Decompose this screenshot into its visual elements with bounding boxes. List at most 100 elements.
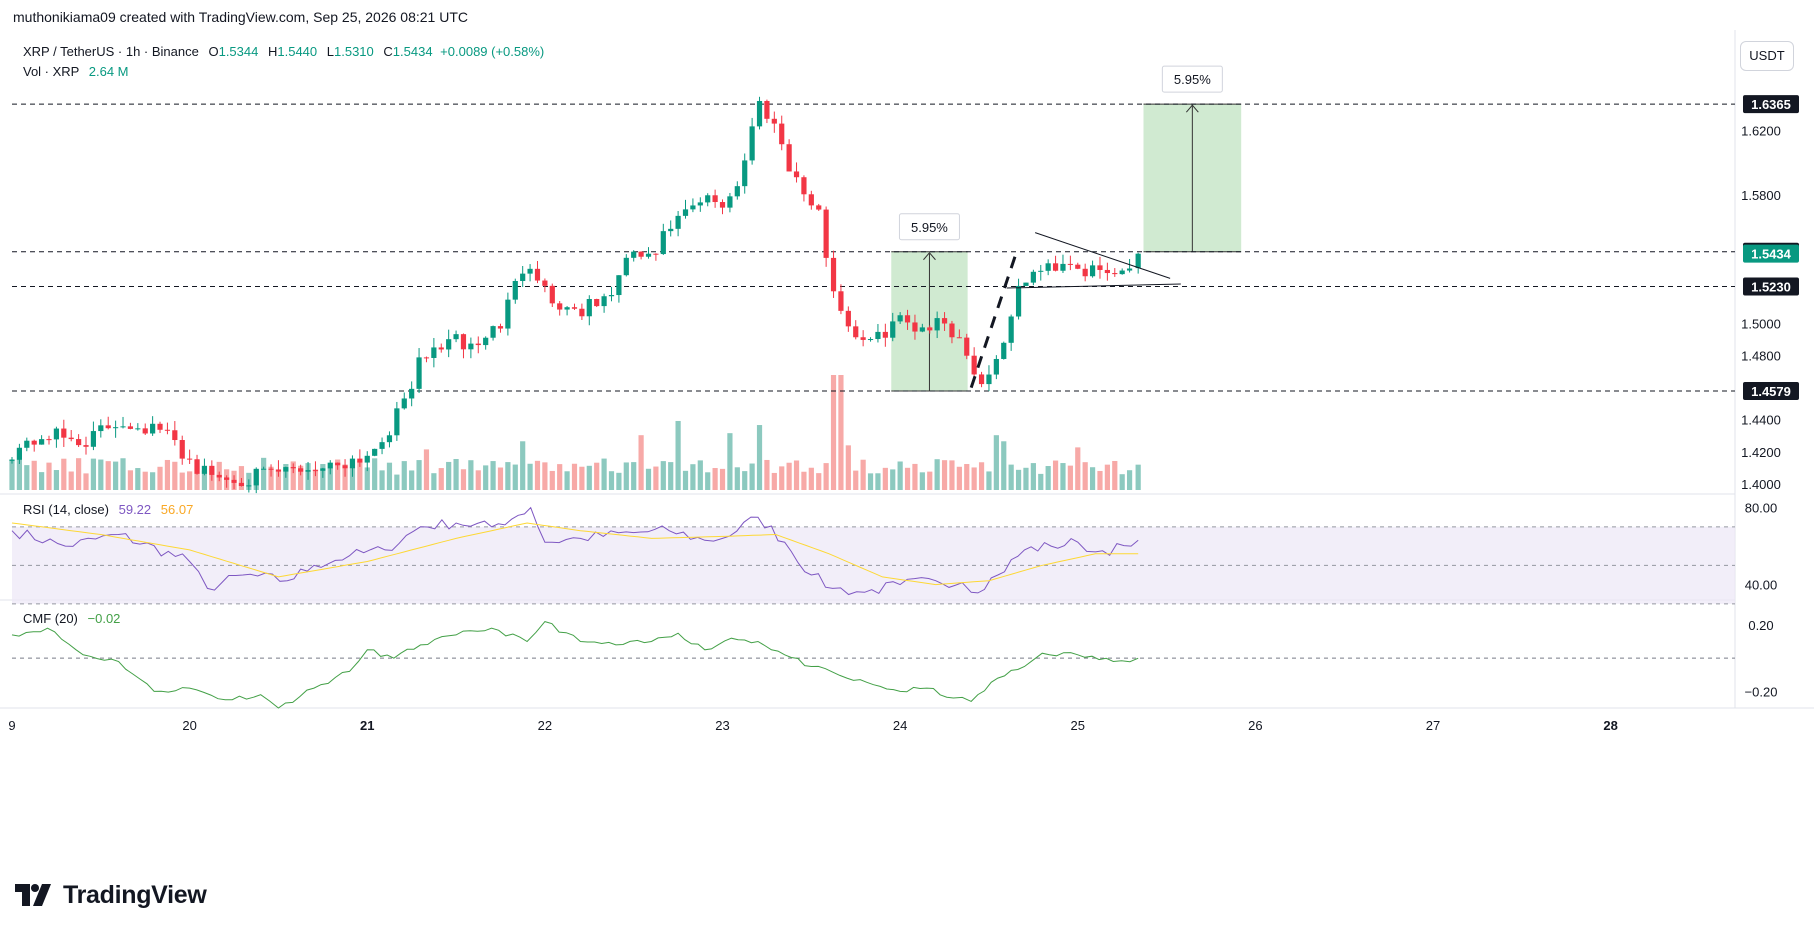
volume-bar <box>823 463 829 490</box>
candle-body <box>298 468 304 472</box>
rsi-legend[interactable]: RSI (14, close) 59.22 56.07 <box>23 502 193 517</box>
candle-body <box>187 458 193 460</box>
candle-body <box>357 458 363 463</box>
candle-body <box>860 337 866 340</box>
price-tick-label: 1.5000 <box>1741 316 1781 331</box>
price-axis[interactable]: 1.6200 1.5800 1.5000 1.4800 1.4400 1.4200 1.40… <box>1741 95 1799 699</box>
volume-bar <box>172 461 178 490</box>
volume-bar <box>1097 470 1103 490</box>
volume-bars <box>9 375 1141 490</box>
volume-bar <box>904 467 911 490</box>
volume-bar <box>668 462 674 490</box>
candle-body <box>394 408 400 436</box>
candle-body <box>372 448 378 456</box>
price-tick-label: 1.4800 <box>1741 348 1781 363</box>
candle-body <box>779 123 785 145</box>
volume-bar <box>275 470 282 490</box>
candle-body <box>1097 265 1103 270</box>
volume-legend[interactable]: Vol · XRP 2.64 M <box>23 64 129 79</box>
volume-bar <box>949 460 955 490</box>
volume-bar <box>68 471 74 490</box>
volume-bar <box>1015 469 1022 490</box>
rsi-name: RSI (14, close) <box>23 502 109 517</box>
volume-bar <box>453 458 459 490</box>
measure-label: 5.95% <box>898 213 960 241</box>
candle-body <box>971 355 977 375</box>
measure-boxes[interactable]: 5.95% 5.95% <box>891 65 1242 392</box>
trendline[interactable] <box>1006 283 1181 289</box>
trendline-drawings[interactable] <box>969 232 1181 389</box>
time-tick-label: 28 <box>1603 718 1617 733</box>
rsi-value: 59.22 <box>118 502 152 517</box>
volume-bar <box>534 460 541 490</box>
volume-bar <box>793 460 800 490</box>
volume-bar <box>483 465 489 490</box>
volume-bar <box>845 445 851 490</box>
symbol-name[interactable]: XRP / TetherUS · 1h · Binance <box>23 44 199 59</box>
volume-bar <box>816 473 822 490</box>
candle-body <box>409 388 415 399</box>
trendline[interactable] <box>969 249 1019 389</box>
time-axis[interactable]: 9 20 21 22 23 24 25 26 27 28 <box>8 718 1618 733</box>
candle-body <box>157 423 163 430</box>
candle-body <box>1104 269 1110 274</box>
candle-body <box>890 321 896 338</box>
candle-body <box>46 439 52 441</box>
candle-body <box>742 160 748 187</box>
volume-bar <box>142 471 148 490</box>
candle-body <box>290 467 296 469</box>
candle-body <box>224 477 230 480</box>
cmf-tick-label: 0.20 <box>1748 618 1773 633</box>
candle-body <box>586 299 592 317</box>
candle-body <box>1008 316 1014 343</box>
symbol-legend[interactable]: XRP / TetherUS · 1h · Binance O1.5344 H1… <box>23 44 544 59</box>
cmf-legend[interactable]: CMF (20) −0.02 <box>23 611 120 626</box>
candle-body <box>897 315 903 322</box>
candle-body <box>771 118 777 124</box>
cmf-tick-label: −0.20 <box>1745 684 1778 699</box>
candle-body <box>1119 270 1125 275</box>
candle-body <box>719 202 726 208</box>
candle-body <box>823 209 829 258</box>
volume-bar <box>327 467 333 490</box>
price-level-tag: 1.5230 <box>1751 279 1791 294</box>
currency-button[interactable]: USDT <box>1740 41 1794 71</box>
price-level-tag: 1.4579 <box>1751 384 1791 399</box>
price-level-tag: 1.6365 <box>1751 97 1791 112</box>
volume-bar <box>298 465 304 490</box>
volume-bar <box>860 459 866 490</box>
time-tick-label: 22 <box>538 718 552 733</box>
volume-bar <box>505 462 511 490</box>
volume-bar <box>682 470 689 490</box>
price-tick-label: 1.4200 <box>1741 445 1781 460</box>
time-tick-label: 24 <box>893 718 907 733</box>
trendline[interactable] <box>1034 232 1171 279</box>
price-tick-label: 1.4000 <box>1741 477 1781 492</box>
candle-body <box>39 439 45 445</box>
volume-bar <box>268 466 274 490</box>
horizontal-levels[interactable] <box>12 103 1735 392</box>
tradingview-logo[interactable]: TradingView <box>15 880 207 910</box>
volume-bar <box>697 460 703 490</box>
volume-bar <box>312 469 319 490</box>
candle-body <box>808 194 814 206</box>
candle-body <box>275 469 282 472</box>
volume-bar <box>705 472 711 490</box>
volume-bar <box>179 472 185 490</box>
candle-body <box>475 343 481 346</box>
volume-label: Vol · XRP <box>23 64 80 79</box>
volume-bar <box>1126 470 1133 490</box>
measure-label-box <box>898 213 960 241</box>
candle-body <box>830 257 837 292</box>
candle-body <box>342 465 348 469</box>
volume-bar <box>364 467 370 490</box>
volume-bar <box>919 472 925 490</box>
candle-body <box>816 205 822 210</box>
candle-body <box>801 177 807 195</box>
candle-body <box>1060 263 1066 271</box>
candle-body <box>90 431 97 447</box>
candle-body <box>446 339 452 350</box>
volume-bar <box>934 459 940 490</box>
candle-body <box>194 459 200 474</box>
